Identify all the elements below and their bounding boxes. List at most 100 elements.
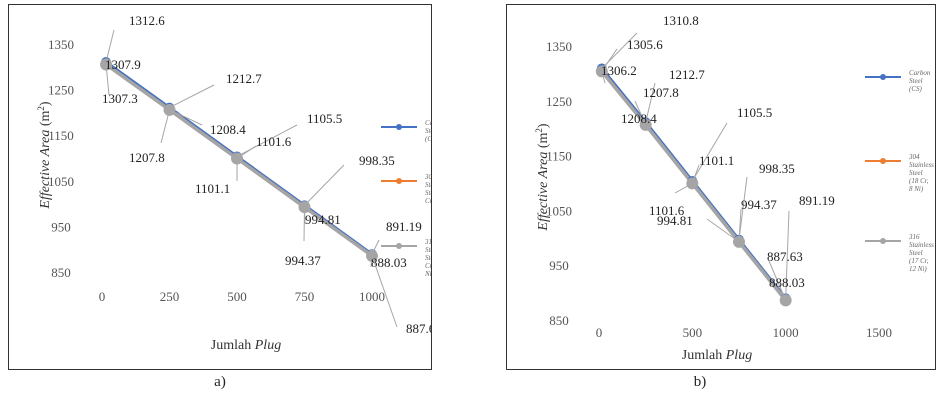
legend-label-2: (18 Cr, — [909, 177, 929, 185]
data-label: 1207.8 — [643, 85, 679, 100]
legend-label-2: 8 Ni) — [909, 185, 924, 193]
legend-marker-3 — [880, 238, 886, 244]
legend-label-3: Cr, 12 — [425, 262, 431, 270]
legend-label-3: Ni) — [424, 270, 431, 278]
chart-b-svg: 1350 1250 1150 1050 950 850 0 500 1000 1500 Jumlah… — [534, 13, 934, 363]
legend-label-2: 304 — [908, 153, 920, 161]
data-label: 1208.4 — [210, 122, 246, 137]
caption-a: a) — [214, 374, 226, 390]
data-label: 1101.6 — [256, 134, 292, 149]
data-label: 1208.4 — [621, 111, 657, 126]
leader-line — [104, 60, 107, 65]
y-tick-label: 1150 — [546, 149, 572, 164]
leader-line — [169, 109, 203, 126]
legend-label-2: Steel — [909, 169, 923, 177]
data-label: 1305.6 — [627, 37, 663, 52]
leader-line — [738, 208, 742, 242]
leader-line — [169, 84, 215, 109]
legend-label-1: (CS) — [909, 85, 923, 93]
legend-marker-1 — [396, 124, 402, 130]
data-label: 1307.9 — [105, 57, 141, 72]
data-label: 888.03 — [769, 275, 805, 290]
data-label: 994.81 — [305, 212, 341, 227]
legend-label-1: Steel — [909, 77, 923, 85]
x-tick-label: 1500 — [866, 325, 892, 340]
leader-line — [601, 48, 618, 72]
legend-label-2: Cr, 8 Ni) — [425, 197, 431, 205]
x-axis-title: Jumlah Plug — [211, 338, 281, 353]
chart-a-svg: 1350 1250 1150 1050 950 850 0 250 500 750 1000 Juml… — [36, 13, 431, 353]
legend-label-3: Steel — [909, 249, 923, 257]
legend-label-1: Steel — [425, 127, 431, 135]
y-tick-label: 850 — [549, 313, 569, 328]
x-tick-label: 0 — [99, 289, 106, 304]
x-tick-label: 250 — [160, 289, 180, 304]
data-label: 1312.6 — [129, 13, 165, 28]
data-label: 998.35 — [759, 161, 795, 176]
leader-line — [601, 71, 606, 84]
x-axis-title: Jumlah Plug — [682, 348, 752, 363]
data-label: 994.37 — [285, 253, 321, 268]
x-tick-label: 500 — [683, 325, 703, 340]
leader-line — [105, 29, 115, 63]
y-tick-label: 1050 — [48, 174, 74, 189]
data-label: 994.81 — [657, 213, 693, 228]
y-tick-label: 1050 — [546, 203, 572, 218]
y-tick-label: 1350 — [546, 39, 572, 54]
legend-label-3: Stainless — [425, 246, 431, 254]
data-label: 1212.7 — [669, 67, 705, 82]
y-tick-label: 1150 — [48, 128, 74, 143]
x-tick-label: 1000 — [773, 325, 799, 340]
leader-line — [785, 210, 790, 299]
legend-label-1: Carbon — [425, 119, 431, 127]
legend-label-2: 304 — [424, 173, 431, 181]
leader-line — [304, 164, 345, 206]
leader-line — [371, 239, 380, 255]
y-tick-label: 950 — [51, 219, 71, 234]
data-label: 1212.7 — [226, 71, 262, 86]
y-axis-title: Effective Area (m2) — [36, 101, 53, 209]
data-label: 1306.2 — [601, 63, 637, 78]
legend-marker-2 — [396, 178, 402, 184]
leader-line — [634, 112, 647, 126]
data-label: 891.19 — [386, 219, 422, 234]
data-label: 1207.8 — [129, 150, 165, 165]
leader-line — [370, 255, 373, 268]
data-label: 891.19 — [799, 193, 835, 208]
chart-panel-a: 1350 1250 1150 1050 950 850 0 250 500 750 1000 Juml… — [8, 4, 432, 370]
legend-label-2: Stainless — [425, 181, 431, 189]
data-label: 887.63 — [767, 249, 803, 264]
legend-label-3: Stainless — [909, 241, 934, 249]
y-tick-label: 950 — [549, 258, 569, 273]
series-3-point — [595, 65, 608, 78]
x-tick-label: 1000 — [359, 289, 385, 304]
data-label: 1101.6 — [649, 203, 685, 218]
legend-label-1: Carbon — [909, 69, 931, 77]
leader-line — [738, 176, 748, 240]
leader-line — [778, 284, 787, 301]
y-tick-label: 1250 — [546, 94, 572, 109]
leader-line — [303, 207, 305, 242]
data-label: 998.35 — [359, 153, 395, 168]
data-label: 994.37 — [741, 197, 777, 212]
x-tick-label: 750 — [295, 289, 315, 304]
leader-line — [706, 218, 740, 243]
data-label: 1105.5 — [307, 111, 342, 126]
caption-b: b) — [693, 374, 707, 390]
legend-label-1: (CS) — [425, 135, 431, 143]
legend-marker-2 — [880, 158, 886, 164]
y-tick-label: 850 — [51, 265, 71, 280]
legend-label-2: Steel (18 — [425, 189, 431, 197]
y-axis-title: Effective Area (m2) — [534, 123, 551, 231]
leader-line — [105, 64, 110, 96]
leader-line — [371, 255, 398, 328]
legend-marker-3 — [396, 243, 402, 249]
leader-line — [634, 100, 647, 125]
data-label: 1105.5 — [737, 105, 772, 120]
data-label: 887.63 — [406, 321, 431, 336]
y-tick-label: 1350 — [48, 37, 74, 52]
leader-line — [160, 109, 170, 144]
leader-line — [645, 82, 656, 123]
legend-label-3: 316 — [908, 233, 920, 241]
leader-line — [236, 145, 257, 159]
